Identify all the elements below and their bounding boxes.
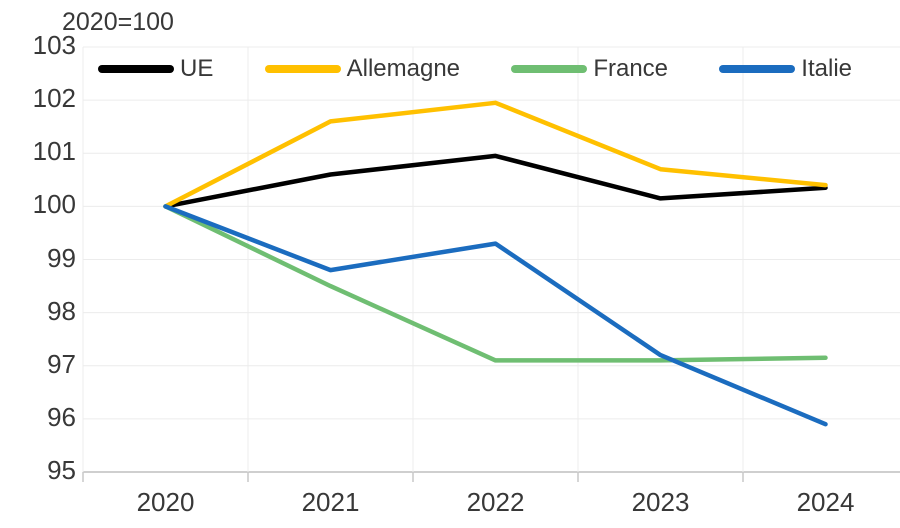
series-line-france bbox=[163, 204, 828, 363]
y-tick-label: 103 bbox=[32, 30, 76, 60]
y-tick-label: 99 bbox=[47, 242, 76, 273]
legend-item-ue: UE bbox=[98, 57, 213, 81]
legend: UE Allemagne France Italie bbox=[98, 46, 852, 92]
legend-label: France bbox=[593, 55, 669, 82]
legend-swatch-france bbox=[511, 65, 588, 73]
x-tick-label: 2022 bbox=[466, 487, 525, 517]
x-tick-label: 2024 bbox=[796, 487, 855, 517]
y-tick-label: 97 bbox=[47, 348, 76, 379]
legend-item-italie: Italie bbox=[719, 57, 852, 81]
legend-swatch-allemagne bbox=[264, 65, 341, 73]
legend-item-france: France bbox=[511, 57, 668, 81]
x-tick-label: 2020 bbox=[136, 487, 195, 517]
x-tick-label: 2021 bbox=[301, 487, 360, 517]
legend-swatch-italie bbox=[719, 65, 796, 73]
series-line-allemagne bbox=[163, 100, 828, 209]
y-tick-label: 102 bbox=[32, 83, 76, 114]
legend-item-allemagne: Allemagne bbox=[264, 55, 461, 82]
legend-label: Italie bbox=[801, 55, 852, 82]
chart-note: 2020=100 bbox=[62, 8, 174, 36]
series-line-ue bbox=[163, 153, 828, 209]
legend-swatch-ue bbox=[98, 65, 174, 73]
y-tick-label: 98 bbox=[47, 295, 76, 326]
series-line-italie bbox=[163, 204, 828, 427]
y-tick-label: 101 bbox=[32, 136, 76, 167]
y-tick-label: 100 bbox=[32, 189, 76, 220]
legend-label: Allemagne bbox=[346, 55, 461, 82]
legend-label: UE bbox=[180, 55, 214, 82]
x-tick-label: 2023 bbox=[631, 487, 690, 517]
y-tick-label: 95 bbox=[47, 455, 76, 485]
y-tick-label: 96 bbox=[47, 401, 76, 432]
